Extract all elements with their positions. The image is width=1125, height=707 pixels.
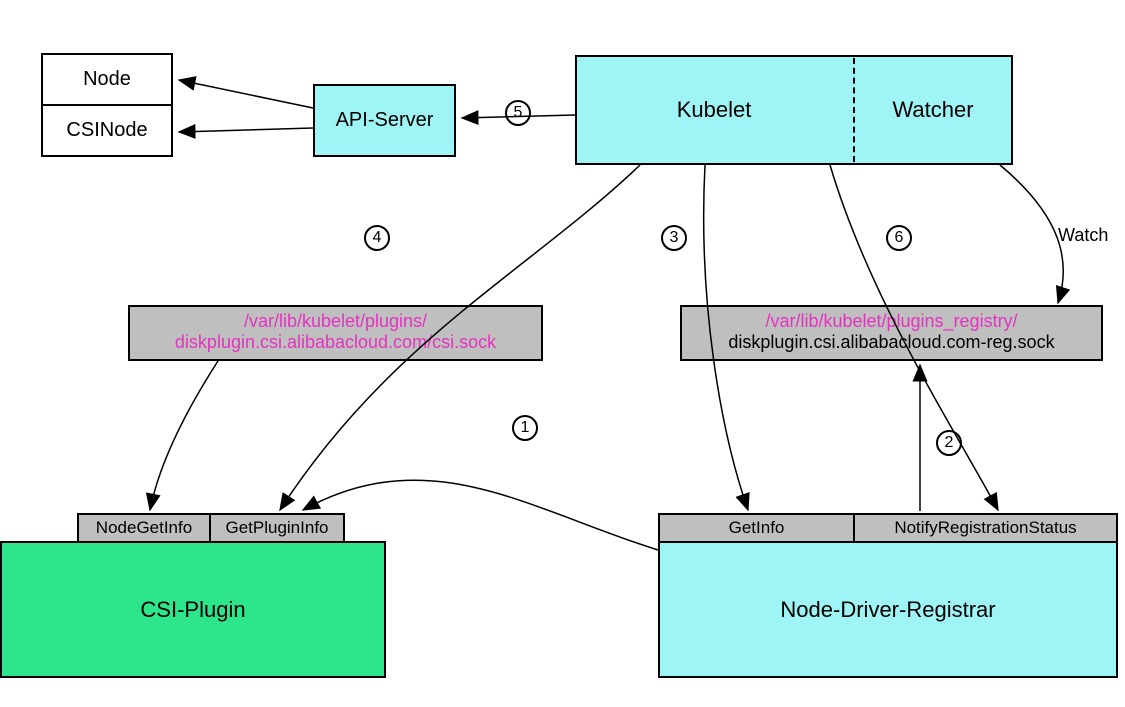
step-2-label: 2	[936, 430, 962, 456]
edge-api-to-node	[179, 80, 313, 108]
node-label: Node	[83, 68, 131, 91]
step-1-label: 1	[512, 415, 538, 441]
sock-left-line2: diskplugin.csi.alibabacloud.com/csi.sock	[134, 332, 537, 353]
node-get-info-box: NodeGetInfo	[77, 513, 211, 543]
watch-text: Watch	[1058, 225, 1108, 245]
get-info-box: GetInfo	[658, 513, 855, 543]
notify-reg-status-box: NotifyRegistrationStatus	[853, 513, 1118, 543]
step-4-text: 4	[373, 229, 382, 247]
edge-registrar-to-getplugininfo	[303, 480, 658, 550]
get-info-label: GetInfo	[729, 518, 785, 538]
sock-right-line1: /var/lib/kubelet/plugins_registry/	[686, 311, 1097, 332]
api-server-label: API-Server	[336, 109, 434, 132]
sock-right-line2: diskplugin.csi.alibabacloud.com-reg.sock	[686, 332, 1097, 353]
node-driver-registrar-box: Node-Driver-Registrar	[658, 541, 1118, 678]
step-3-label: 3	[661, 225, 687, 251]
edge-watcher-to-sockright	[1000, 165, 1063, 303]
step-6-text: 6	[895, 229, 904, 247]
csinode-label: CSINode	[66, 119, 147, 142]
notify-reg-status-label: NotifyRegistrationStatus	[894, 518, 1076, 538]
sock-right-box: /var/lib/kubelet/plugins_registry/ diskp…	[680, 305, 1103, 361]
csi-plugin-box: CSI-Plugin	[0, 541, 386, 678]
step-5-text: 5	[514, 104, 523, 122]
sock-left-line1: /var/lib/kubelet/plugins/	[134, 311, 537, 332]
step-1-text: 1	[521, 419, 530, 437]
node-driver-registrar-label: Node-Driver-Registrar	[780, 597, 995, 623]
step-3-text: 3	[670, 229, 679, 247]
get-plugin-info-box: GetPluginInfo	[209, 513, 345, 543]
edge-api-to-csinode	[179, 128, 313, 132]
api-server-box: API-Server	[313, 84, 456, 157]
watcher-label: Watcher	[892, 97, 973, 123]
watch-label: Watch	[1058, 225, 1108, 246]
watcher-label-area: Watcher	[853, 55, 1013, 165]
node-box: Node	[41, 53, 173, 106]
kubelet-label-area: Kubelet	[575, 55, 853, 165]
kubelet-label: Kubelet	[677, 97, 752, 123]
step-4-label: 4	[364, 225, 390, 251]
get-plugin-info-label: GetPluginInfo	[225, 518, 328, 538]
sock-left-box: /var/lib/kubelet/plugins/ diskplugin.csi…	[128, 305, 543, 361]
csi-plugin-label: CSI-Plugin	[140, 597, 245, 623]
csinode-box: CSINode	[41, 104, 173, 157]
step-5-label: 5	[505, 100, 531, 126]
step-6-label: 6	[886, 225, 912, 251]
step-2-text: 2	[945, 434, 954, 452]
node-get-info-label: NodeGetInfo	[96, 518, 192, 538]
edge-sockleft-to-nodegetinfo	[150, 361, 218, 510]
